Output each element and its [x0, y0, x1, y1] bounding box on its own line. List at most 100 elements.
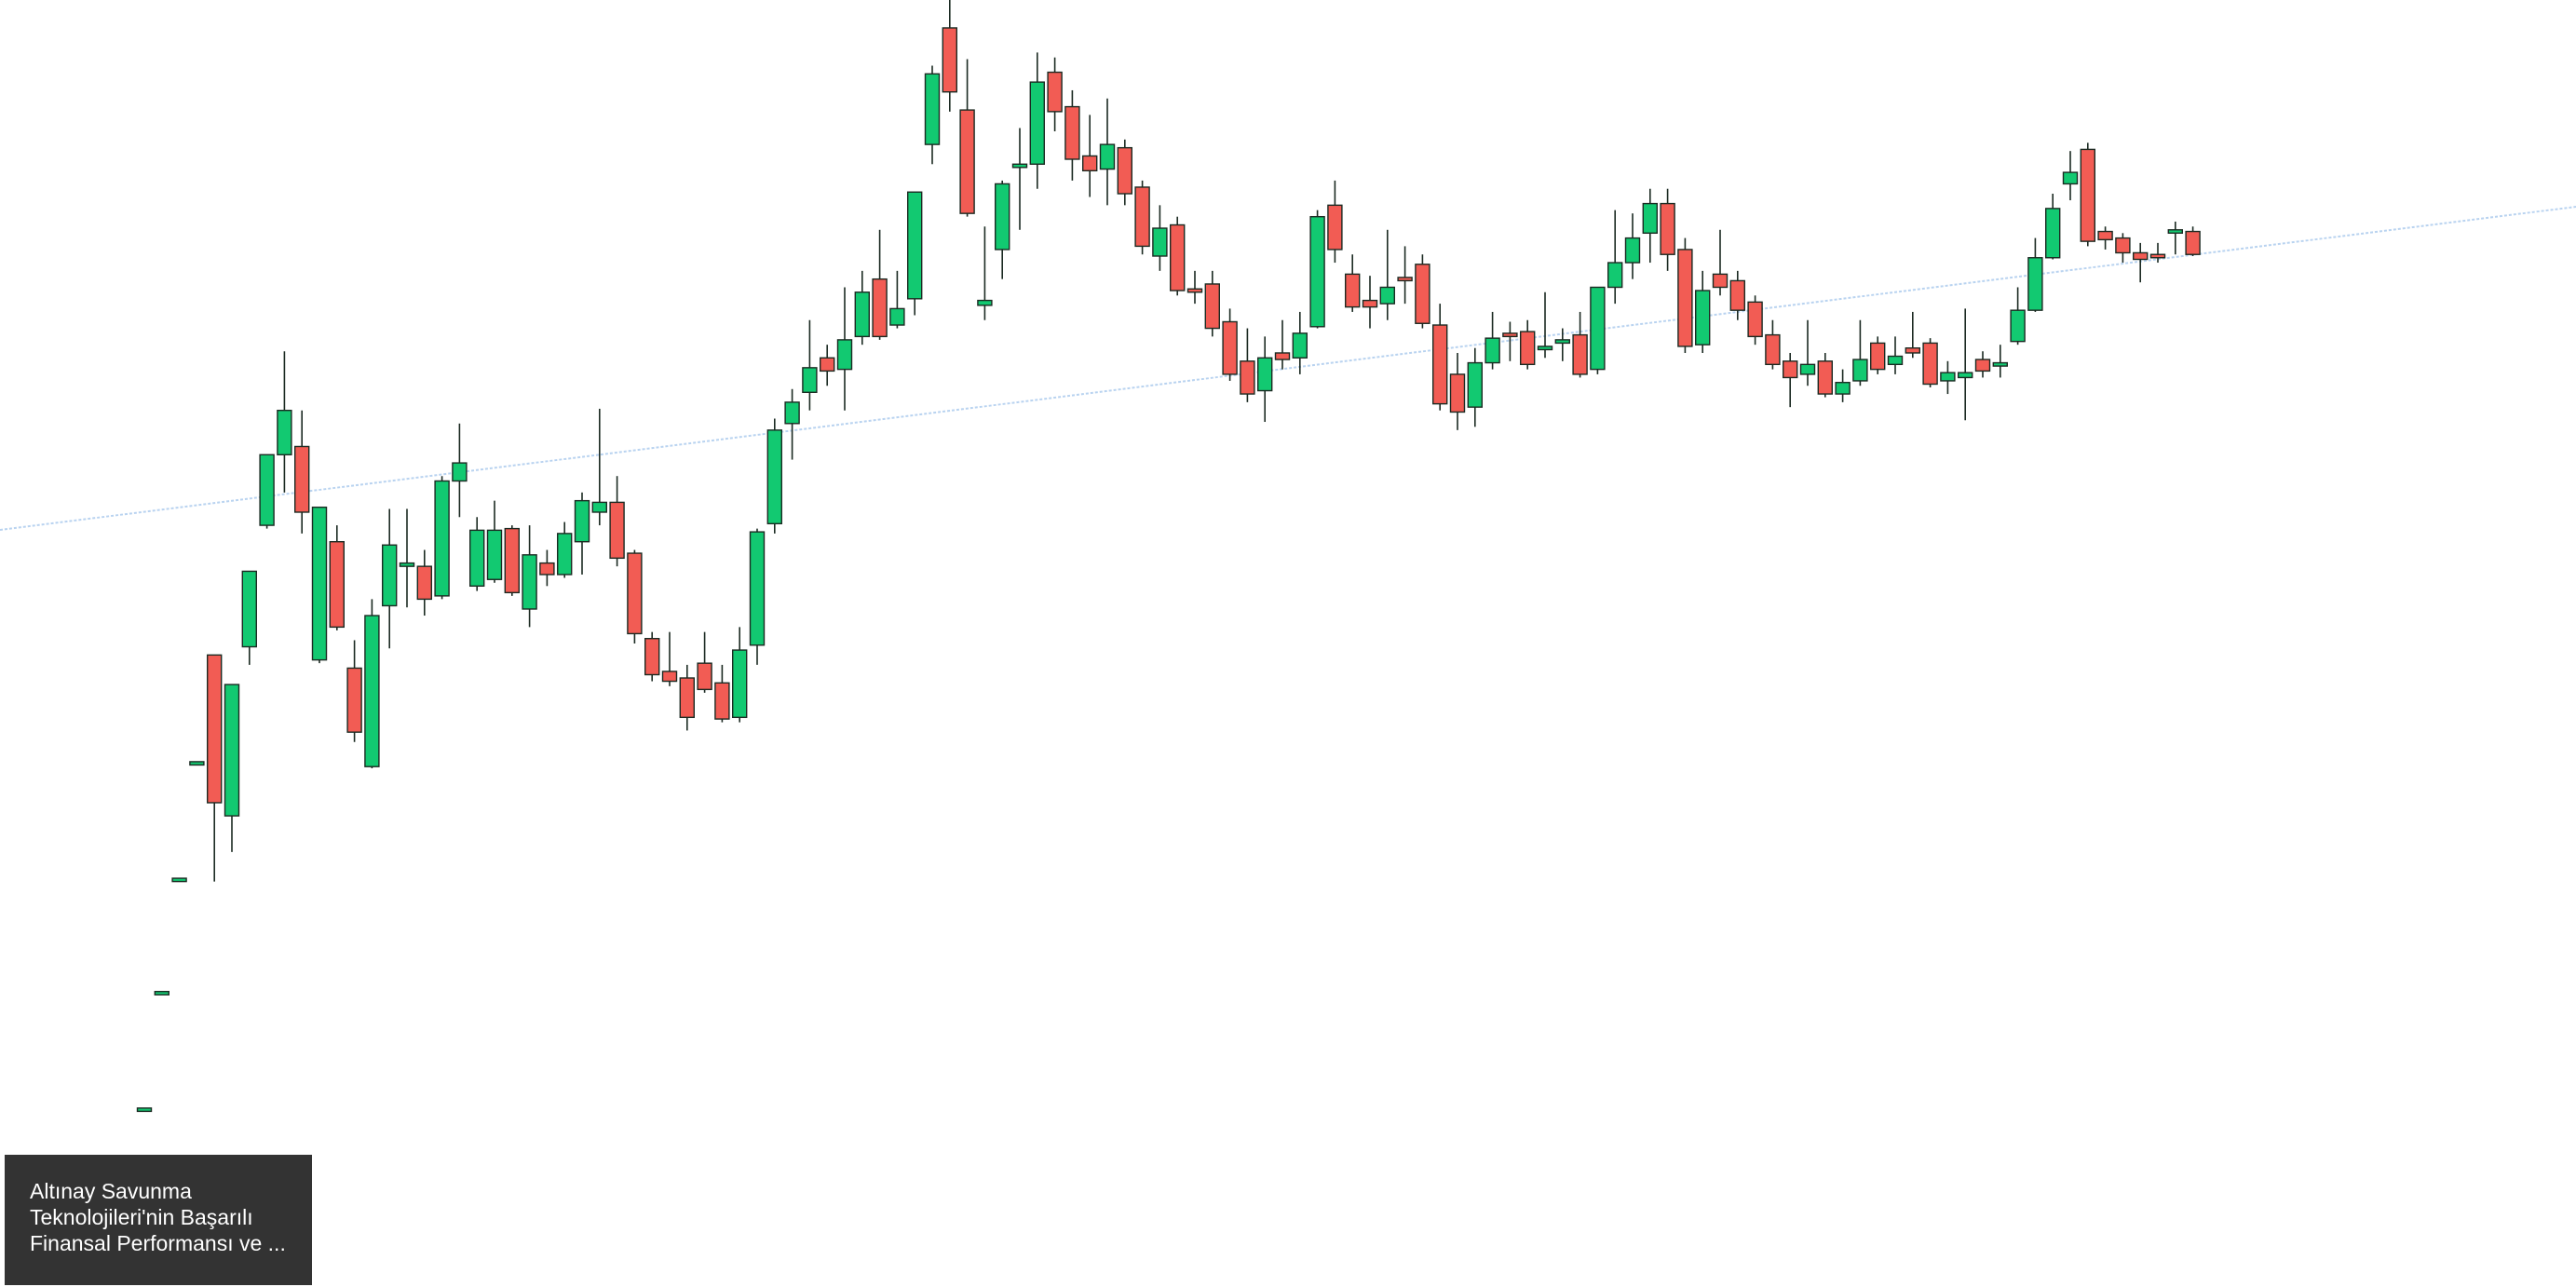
tooltip-box — [5, 1155, 312, 1285]
candle-body — [1415, 264, 1430, 324]
candle-body — [1467, 361, 1484, 408]
candle-body — [1502, 332, 1518, 338]
candles — [136, 0, 2201, 1113]
tooltip-line: Finansal Performansı ve ... — [30, 1231, 286, 1255]
candle-body — [504, 527, 520, 594]
candle-body — [1240, 360, 1255, 395]
candle-body — [1869, 342, 1886, 371]
candle-body — [1099, 143, 1116, 170]
candle-body — [1064, 105, 1080, 160]
candle-body — [2080, 148, 2096, 242]
candle-body — [1694, 290, 1711, 345]
candle-body — [836, 339, 853, 371]
candle-body — [1169, 224, 1186, 291]
candle-body — [661, 671, 678, 683]
candle-body — [206, 654, 223, 804]
candle-body — [1817, 360, 1834, 395]
candle-body — [1431, 324, 1448, 405]
candle-body — [2044, 208, 2061, 259]
candle-body — [679, 677, 695, 719]
candle-body — [1274, 352, 1291, 360]
candle-body — [539, 562, 555, 576]
candle-body — [644, 638, 660, 676]
candle-body — [2185, 230, 2201, 255]
candle-body — [2062, 171, 2079, 185]
news-tooltip: Altınay Savunma Teknolojileri'nin Başarı… — [5, 1155, 312, 1285]
candle-body — [1992, 361, 2009, 367]
candle-body — [382, 544, 398, 607]
candle-body — [784, 401, 800, 425]
candle-body — [591, 501, 607, 513]
candle-body — [2027, 257, 2043, 311]
tooltip-line: Teknolojileri'nin Başarılı — [30, 1205, 253, 1229]
candle-body — [1292, 332, 1308, 359]
candle-body — [942, 27, 957, 93]
candle-body — [574, 499, 590, 543]
candle-body — [259, 454, 275, 526]
candle-body — [434, 480, 450, 597]
candle-body — [977, 299, 993, 306]
candle-body — [416, 565, 432, 601]
candle-body — [241, 570, 257, 648]
candle-body — [1029, 81, 1046, 165]
candle-body — [1362, 299, 1378, 308]
candle-body — [1344, 273, 1361, 308]
candle-body — [697, 662, 712, 691]
candle-body — [959, 109, 975, 214]
candle-body — [994, 183, 1010, 251]
candle-body — [1117, 146, 1133, 195]
candle-body — [1204, 283, 1221, 330]
candle-body — [2132, 251, 2149, 261]
candle-body — [399, 562, 415, 567]
candle-body — [469, 529, 485, 588]
candle-body — [1047, 71, 1063, 113]
candle-body — [924, 73, 941, 145]
candle-body — [224, 684, 240, 817]
tooltip-line: Altınay Savunma — [30, 1179, 192, 1203]
candle-body — [1449, 373, 1466, 413]
candle-body — [820, 357, 835, 373]
candle-body — [1712, 273, 1729, 289]
candle-body — [1607, 262, 1623, 289]
candle-body — [294, 445, 310, 513]
candle-body — [1624, 237, 1641, 264]
candle-body — [1940, 372, 1956, 382]
candle-body — [1554, 339, 1571, 345]
candle-body — [1309, 215, 1325, 328]
candle-body — [1887, 355, 1904, 366]
candle-body — [1782, 360, 1798, 379]
candle-body — [889, 307, 905, 326]
candle-body — [1152, 227, 1168, 257]
candle-body — [1729, 279, 1746, 311]
candle-body — [1011, 163, 1028, 169]
candle-body — [1397, 277, 1413, 282]
candle-body — [1852, 359, 1868, 382]
candle-body — [557, 533, 573, 576]
candle-body — [1537, 345, 1553, 351]
candle-body — [2167, 229, 2184, 235]
candle-body — [171, 877, 187, 883]
candle-body — [277, 409, 292, 455]
candle-body — [2115, 237, 2131, 254]
candle-body — [189, 761, 205, 766]
candle-body — [1677, 249, 1693, 347]
candle-body — [1747, 301, 1763, 338]
candle-body — [1590, 286, 1606, 371]
candle-body — [1799, 363, 1816, 375]
candle-body — [872, 278, 888, 338]
candle-body — [1519, 331, 1536, 366]
candle-body — [1922, 342, 1938, 386]
candle-body — [749, 531, 766, 646]
candle-body — [136, 1107, 153, 1113]
candle-body — [311, 506, 328, 661]
candle-body — [1081, 155, 1098, 172]
candle-body — [2097, 230, 2113, 241]
trend-line — [0, 206, 2576, 531]
candle-body — [452, 462, 468, 482]
candle-body — [609, 501, 625, 560]
candle-body — [1379, 286, 1396, 305]
candle-body — [714, 682, 730, 720]
candle-body — [627, 552, 643, 635]
